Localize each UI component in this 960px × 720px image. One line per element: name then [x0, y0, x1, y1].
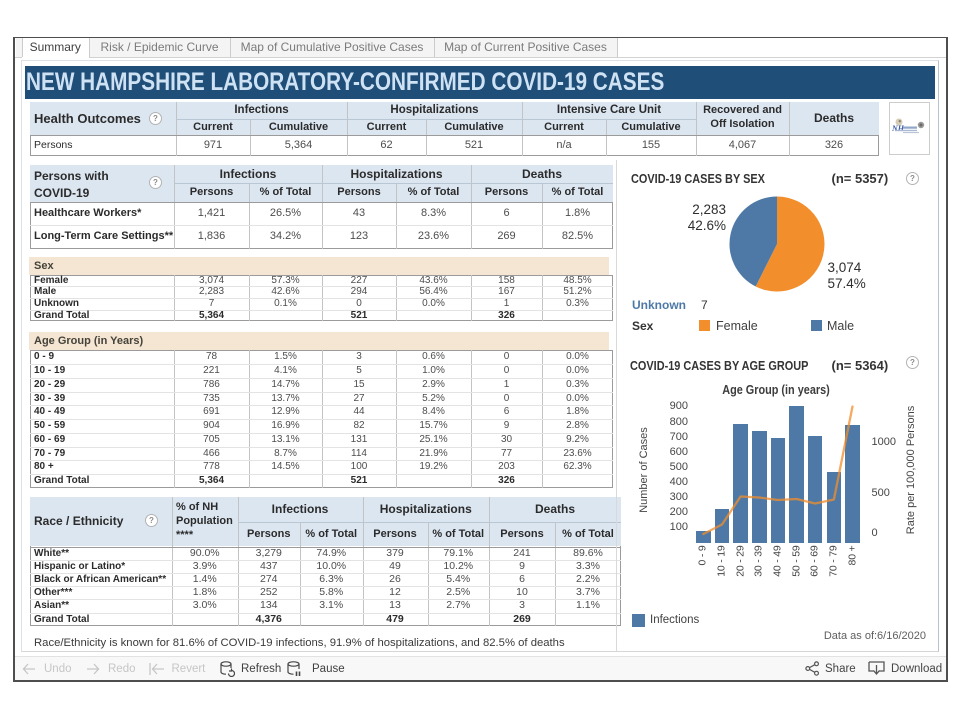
svg-text:NH: NH: [891, 124, 905, 133]
